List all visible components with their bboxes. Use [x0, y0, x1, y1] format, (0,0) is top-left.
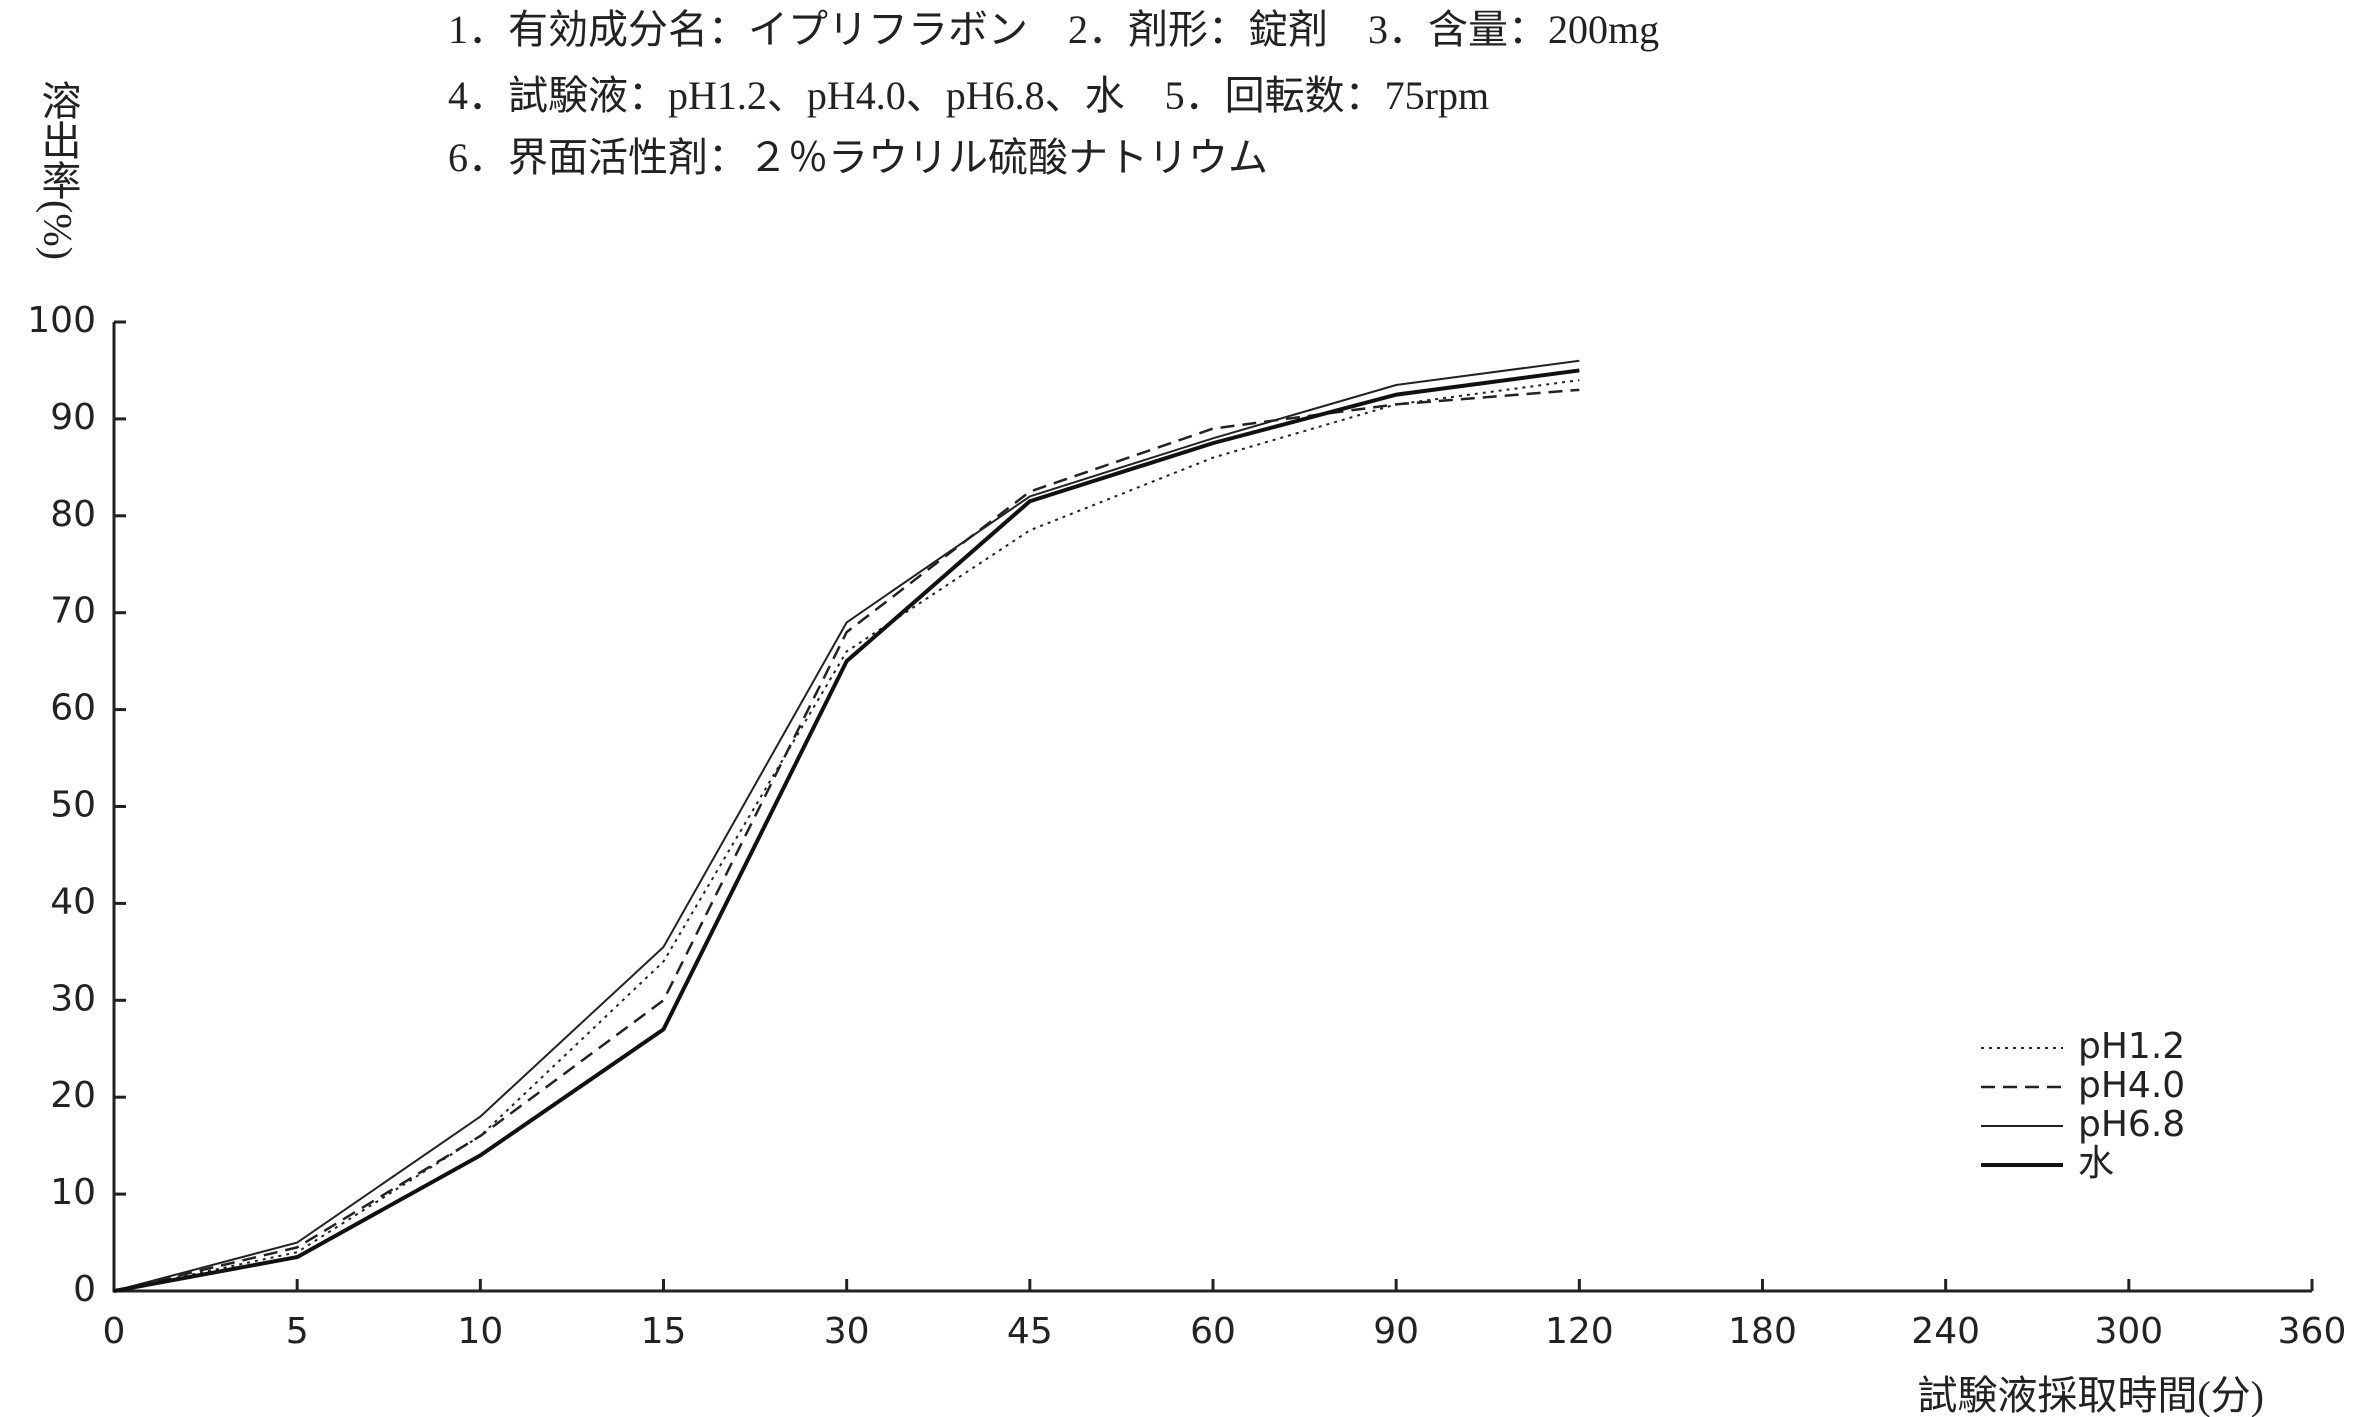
- x-tick-label: 5: [286, 1311, 309, 1352]
- x-tick-label: 30: [824, 1311, 870, 1352]
- legend-label: pH6.8: [2078, 1104, 2185, 1145]
- x-tick-label: 300: [2094, 1311, 2163, 1352]
- series-line: [113, 368, 1580, 1293]
- y-tick-label: 20: [50, 1075, 96, 1116]
- x-tick-label: 120: [1545, 1311, 1614, 1352]
- y-tick-label: 90: [50, 397, 96, 438]
- x-tick-label: 240: [1911, 1311, 1980, 1352]
- annotation: 4．試験液：pH1.2、pH4.0、pH6.8、水 5．回転数：75rpm: [448, 73, 1489, 118]
- x-axis-label: 試験液採取時間(分): [1917, 1373, 2264, 1417]
- y-tick-label: 80: [50, 494, 96, 535]
- annotation: 1．有効成分名：イプリフラボン 2．剤形：錠剤 3．含量：200mg: [448, 7, 1659, 52]
- y-tick-label: 70: [50, 591, 96, 632]
- x-tick-label: 45: [1007, 1311, 1053, 1352]
- y-tick-label: 50: [50, 785, 96, 826]
- x-tick-label: 180: [1728, 1311, 1797, 1352]
- series-line: [113, 388, 1580, 1293]
- y-tick-label: 30: [50, 978, 96, 1019]
- y-tick-label: 10: [50, 1172, 96, 1213]
- y-tick-label: 0: [73, 1269, 96, 1310]
- x-tick-label: 360: [2278, 1311, 2347, 1352]
- axis: [112, 322, 2312, 1293]
- y-tick-label: 60: [50, 688, 96, 729]
- x-tick-label: 0: [103, 1311, 126, 1352]
- annotation: 6．界面活性剤：２％ラウリル硫酸ナトリウム: [448, 135, 1268, 180]
- legend-label: 水: [2078, 1143, 2114, 1184]
- series-line: [113, 359, 1580, 1292]
- y-axis-label: 溶出率(%): [36, 80, 81, 260]
- x-tick-label: 15: [641, 1311, 687, 1352]
- x-tick-label: 10: [457, 1311, 503, 1352]
- legend-label: pH4.0: [2078, 1065, 2185, 1106]
- y-tick-label: 40: [50, 881, 96, 922]
- y-tick-label: 100: [27, 300, 96, 341]
- x-tick-label: 60: [1190, 1311, 1236, 1352]
- series-line: [113, 379, 1580, 1292]
- legend-label: pH1.2: [2078, 1026, 2185, 1067]
- x-tick-label: 90: [1373, 1311, 1419, 1352]
